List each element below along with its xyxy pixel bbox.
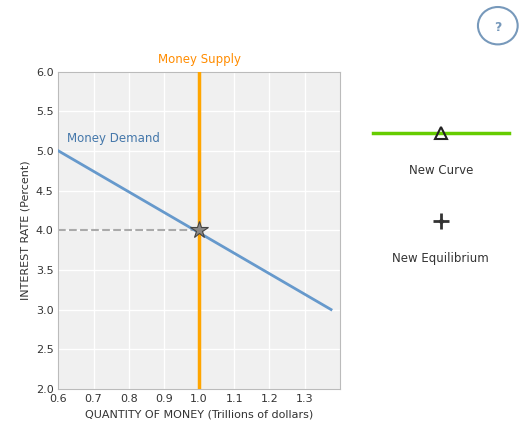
X-axis label: QUANTITY OF MONEY (Trillions of dollars): QUANTITY OF MONEY (Trillions of dollars) (85, 409, 313, 419)
Text: New Curve: New Curve (408, 164, 473, 177)
Text: ?: ? (494, 21, 501, 34)
Y-axis label: INTEREST RATE (Percent): INTEREST RATE (Percent) (20, 160, 30, 300)
Text: New Equilibrium: New Equilibrium (392, 252, 489, 265)
Text: Money Supply: Money Supply (158, 53, 241, 66)
Text: Money Demand: Money Demand (67, 131, 160, 144)
